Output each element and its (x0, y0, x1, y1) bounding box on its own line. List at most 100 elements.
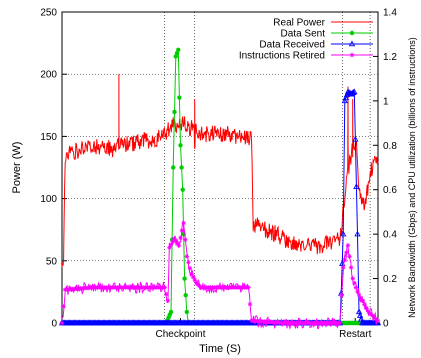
data-point-instructions (373, 316, 379, 322)
y-tick-label: 0 (51, 319, 57, 330)
x-tick-label: Checkpoint (155, 329, 205, 340)
data-point-received (345, 89, 353, 95)
data-point-received (354, 230, 361, 237)
y2-tick-label: 0.4 (383, 230, 397, 241)
data-point-received (340, 230, 347, 237)
data-point-instructions (181, 220, 186, 226)
data-point-received (350, 89, 357, 95)
data-point-instructions (190, 274, 196, 280)
y-axis-title: Power (W) (11, 142, 23, 194)
data-point-instructions (178, 235, 183, 241)
series-line-real-power (61, 74, 379, 268)
data-point-received (356, 312, 364, 318)
data-point-instructions (344, 250, 349, 255)
legend-label: Data Received (259, 40, 325, 51)
data-point-instructions (352, 280, 357, 286)
y-tick-label: 50 (46, 256, 58, 267)
data-point-received (352, 135, 359, 142)
data-point-instructions (366, 309, 371, 315)
data-point-sent (172, 109, 177, 115)
data-point-instructions (59, 320, 65, 326)
data-point-sent (178, 143, 183, 148)
data-point-instructions (179, 228, 185, 233)
data-point-sent (182, 276, 187, 281)
data-point-instructions (362, 302, 367, 307)
data-point-instructions (353, 285, 359, 290)
data-point-sent (183, 293, 188, 298)
legend-marker (348, 40, 356, 47)
data-point-instructions (168, 242, 174, 247)
legend-label: Instructions Retired (239, 51, 325, 62)
legend-marker (349, 52, 355, 58)
y2-tick-label: 1 (383, 96, 389, 107)
data-point-instructions (372, 315, 377, 320)
data-point-instructions (337, 320, 343, 326)
data-point-instructions (368, 311, 373, 316)
data-point-sent (171, 165, 176, 170)
data-point-instructions (247, 301, 253, 307)
x-axis-title: Time (S) (199, 343, 241, 355)
data-point-instructions (183, 237, 188, 242)
data-point-instructions (355, 289, 360, 295)
data-point-instructions (339, 293, 344, 298)
data-point-instructions (342, 257, 348, 263)
y-tick-label: 200 (40, 70, 57, 81)
data-point-instructions (176, 243, 182, 248)
data-point-sent (174, 50, 180, 56)
data-point-instructions (175, 240, 180, 246)
plot-area (61, 11, 379, 324)
data-point-instructions (348, 265, 354, 270)
legend-label: Real Power (273, 18, 325, 29)
y2-tick-label: 0.6 (383, 185, 397, 196)
data-point-instructions (375, 318, 381, 323)
data-point-instructions (370, 313, 375, 318)
y2-tick-label: 0.8 (383, 141, 397, 152)
data-point-instructions (173, 238, 178, 244)
data-point-received (353, 183, 360, 190)
data-point-received (355, 308, 363, 315)
y-tick-label: 250 (40, 8, 57, 19)
data-point-instructions (364, 305, 369, 311)
data-point-instructions (162, 285, 167, 290)
legend-label: Data Sent (281, 29, 326, 40)
data-point-received (344, 88, 352, 95)
y2-tick-label: 0 (383, 319, 389, 330)
y2-axis-title: Network Bandwidth (Gbps) and CPU utiliza… (407, 37, 417, 318)
data-point-instructions (350, 276, 355, 281)
data-point-instructions (164, 291, 169, 297)
data-point-instructions (347, 254, 352, 259)
data-point-instructions (171, 236, 177, 241)
data-point-received (342, 94, 350, 101)
data-point-received (341, 97, 348, 104)
data-point-instructions (189, 271, 194, 277)
y-tick-label: 100 (40, 194, 57, 205)
data-point-received (349, 89, 356, 96)
data-point-instructions (186, 260, 191, 265)
data-point-received (357, 315, 365, 322)
data-point-instructions (187, 266, 193, 271)
x-tick-label: Restart (339, 329, 371, 340)
data-point-instructions (165, 298, 171, 303)
data-point-sent (176, 47, 181, 52)
data-point-instructions (246, 285, 251, 290)
data-point-sent (177, 95, 182, 100)
data-point-instructions (345, 243, 351, 248)
data-point-instructions (192, 277, 197, 283)
y2-tick-label: 1.4 (383, 8, 397, 19)
data-point-instructions (61, 304, 66, 309)
data-point-sent (168, 309, 174, 315)
y2-tick-label: 0.2 (383, 274, 397, 285)
data-point-instructions (360, 298, 365, 303)
data-point-instructions (184, 254, 190, 259)
data-point-sent (179, 165, 184, 170)
data-point-instructions (170, 239, 175, 244)
y2-tick-label: 1.2 (383, 52, 397, 63)
y-tick-label: 150 (40, 132, 57, 143)
data-point-sent (184, 309, 190, 315)
data-point-instructions (167, 245, 172, 250)
data-point-received (351, 88, 358, 95)
data-point-instructions (356, 292, 362, 298)
data-point-sent (180, 187, 185, 192)
